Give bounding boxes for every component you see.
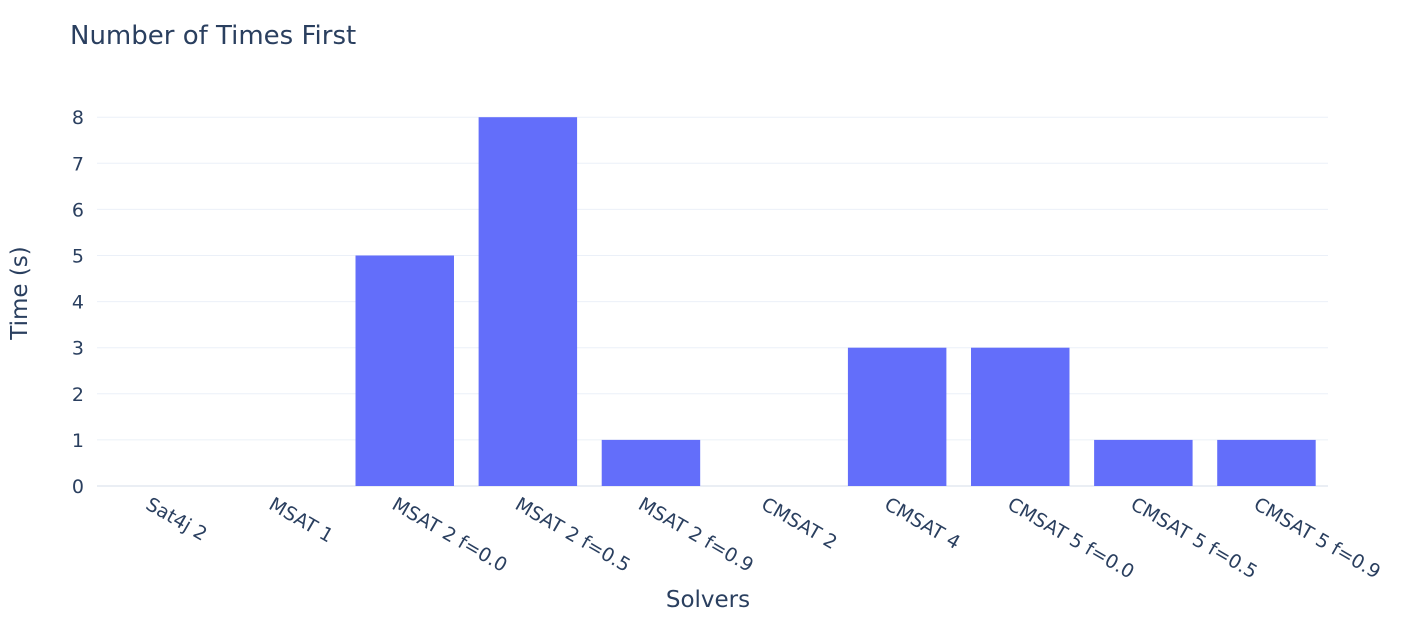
x-tick-label: MSAT 2 f=0.9: [634, 493, 757, 577]
bar: [1217, 439, 1316, 486]
y-tick-label: 2: [72, 384, 84, 406]
x-tick-label: MSAT 2 f=0.5: [511, 493, 634, 577]
bar: [601, 439, 701, 486]
y-tick-label: 0: [72, 476, 84, 498]
y-tick-label: 7: [72, 153, 84, 175]
x-tick-label: CMSAT 4: [881, 493, 964, 554]
x-tick-label: MSAT 1: [265, 493, 337, 547]
x-tick-labels: Sat4j 2 MSAT 1 MSAT 2 f=0.0 MSAT 2 f=0.5 MSA…: [142, 493, 1384, 583]
y-tick-label: 4: [72, 292, 84, 314]
bar: [847, 347, 947, 486]
bar: [478, 117, 578, 486]
chart-title: Number of Times First: [70, 21, 356, 51]
y-tick-label: 1: [72, 430, 84, 452]
bar: [971, 347, 1070, 486]
y-tick-labels: 0 1 2 3 4 5 6 7 8: [72, 107, 84, 498]
y-tick-label: 5: [72, 246, 84, 268]
x-tick-label: CMSAT 2: [758, 493, 841, 554]
x-tick-label: Sat4j 2: [142, 493, 211, 545]
bar: [1094, 439, 1193, 486]
y-tick-label: 6: [72, 199, 84, 221]
x-tick-label: MSAT 2 f=0.0: [388, 493, 511, 577]
bar: [355, 255, 454, 486]
x-tick-label: CMSAT 5 f=0.5: [1127, 493, 1261, 583]
y-axis-label: Time (s): [7, 246, 33, 341]
x-tick-label: CMSAT 5 f=0.0: [1004, 493, 1138, 583]
y-tick-label: 8: [72, 107, 84, 129]
gridlines: [97, 116, 1328, 487]
x-tick-label: CMSAT 5 f=0.9: [1250, 493, 1384, 583]
y-tick-label: 3: [72, 338, 84, 360]
x-axis-label: Solvers: [666, 587, 750, 613]
bars: [355, 117, 1316, 486]
